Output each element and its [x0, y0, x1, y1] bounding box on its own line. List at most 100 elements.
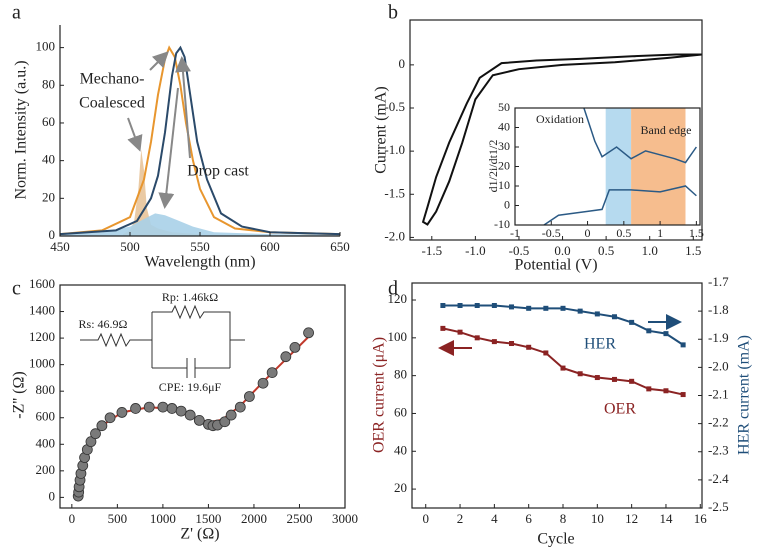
- x-axis-label: Z' (Ω): [180, 526, 219, 543]
- y-axis-label: Current (mA): [373, 86, 390, 174]
- x-tick-label: 600: [260, 239, 280, 254]
- marker: [594, 311, 600, 317]
- annotation: Drop cast: [187, 163, 249, 180]
- panel-label: b: [388, 2, 398, 24]
- y-tick-label: -0.5: [384, 99, 405, 114]
- y-tick-label: 20: [498, 158, 510, 172]
- marker: [289, 341, 301, 353]
- x-axis-label: Potential (V): [514, 257, 597, 274]
- x-tick-label: -1.5: [421, 243, 442, 258]
- marker: [143, 401, 155, 413]
- x-tick-label: 2000: [241, 511, 267, 526]
- y-tick-label: 120: [388, 291, 408, 306]
- axes: [59, 25, 340, 237]
- y-tick-label: 40: [42, 152, 55, 167]
- marker: [474, 335, 480, 341]
- y2-tick-label: -2.3: [708, 443, 729, 458]
- y2-tick-label: -1.7: [708, 274, 729, 289]
- marker: [611, 376, 617, 382]
- marker: [234, 401, 246, 413]
- x-tick-label: 6: [525, 511, 532, 526]
- y-tick-label: 30: [498, 139, 510, 153]
- marker: [243, 391, 255, 402]
- x-tick-label: 10: [591, 511, 604, 526]
- x-tick-label: -1: [510, 226, 520, 240]
- y2-tick-label: -2.4: [708, 471, 729, 486]
- y-tick-label: 200: [36, 462, 56, 477]
- line: [59, 45, 341, 236]
- x-tick-label: 0.0: [554, 243, 570, 258]
- line: [543, 185, 697, 226]
- marker: [457, 329, 463, 335]
- arrows: [127, 51, 682, 356]
- y-tick-label: 1600: [29, 276, 55, 291]
- y2-axis-label: HER current (mA): [736, 335, 753, 455]
- marker: [577, 308, 583, 314]
- y2-tick-label: -2.5: [708, 499, 729, 514]
- marker: [219, 416, 231, 428]
- arrow: [127, 117, 143, 152]
- x-tick-label: -0.5: [509, 243, 530, 258]
- y-axis-label: Norm. Intensity (a.u.): [13, 60, 30, 199]
- marker: [646, 386, 652, 392]
- y-tick-label: 1400: [29, 303, 55, 318]
- y-tick-label: 60: [42, 114, 55, 129]
- panel-label: a: [12, 2, 21, 24]
- y-tick-label: 60: [394, 404, 407, 419]
- y2-tick-label: -1.8: [708, 302, 729, 317]
- x-tick-label: 1.0: [642, 243, 658, 258]
- region: [605, 108, 632, 225]
- marker: [457, 303, 463, 308]
- panel-label: d: [388, 278, 398, 300]
- marker: [303, 327, 314, 339]
- x-tick-label: 0: [69, 511, 76, 526]
- x-tick-label: 0: [585, 226, 591, 240]
- marker: [509, 304, 515, 310]
- marker: [440, 303, 446, 308]
- marker: [594, 375, 600, 381]
- marker: [526, 344, 532, 350]
- circuit: [80, 304, 245, 378]
- y2-tick-label: -2.2: [708, 415, 729, 430]
- x-tick-label: -1.0: [465, 243, 486, 258]
- x-tick-label: 16: [694, 511, 708, 526]
- x-tick-label: 1.5: [689, 226, 704, 240]
- x-axis-label: Wavelength (nm): [144, 254, 255, 271]
- marker: [509, 341, 515, 347]
- y-tick-label: 0: [49, 488, 56, 503]
- marker: [680, 392, 686, 398]
- marker: [257, 377, 269, 389]
- y-tick-label: 400: [36, 435, 56, 450]
- marker: [85, 436, 97, 448]
- annotation: Oxidation: [536, 112, 584, 126]
- marker: [560, 365, 566, 371]
- marker: [474, 303, 480, 308]
- panel-label: c: [12, 278, 21, 300]
- series-label: HER: [584, 336, 616, 353]
- marker: [611, 314, 617, 320]
- y-tick-label: 100: [36, 39, 56, 54]
- y-tick-label: 80: [394, 367, 407, 382]
- x-tick-label: 8: [560, 511, 567, 526]
- y-axis-label: OER current (μA): [371, 337, 388, 453]
- x-tick-label: 2: [457, 511, 464, 526]
- y-tick-label: 0: [399, 56, 406, 71]
- x-tick-label: 3000: [332, 511, 358, 526]
- y-tick-label: -1.5: [384, 185, 405, 200]
- y-axis-label: -Z'' (Ω): [11, 371, 28, 418]
- y-tick-label: -2.0: [384, 228, 405, 243]
- marker: [543, 305, 549, 311]
- marker: [104, 412, 116, 424]
- marker: [225, 409, 237, 421]
- marker: [193, 414, 205, 426]
- x-tick-label: 500: [108, 511, 128, 526]
- marker: [266, 367, 278, 379]
- y-tick-label: -10: [494, 217, 510, 231]
- marker: [184, 409, 196, 421]
- y-tick-label: 1200: [29, 329, 55, 344]
- y-tick-label: 0: [49, 227, 56, 242]
- marker: [577, 371, 583, 377]
- y-tick-label: 50: [498, 100, 510, 114]
- marker: [440, 325, 446, 331]
